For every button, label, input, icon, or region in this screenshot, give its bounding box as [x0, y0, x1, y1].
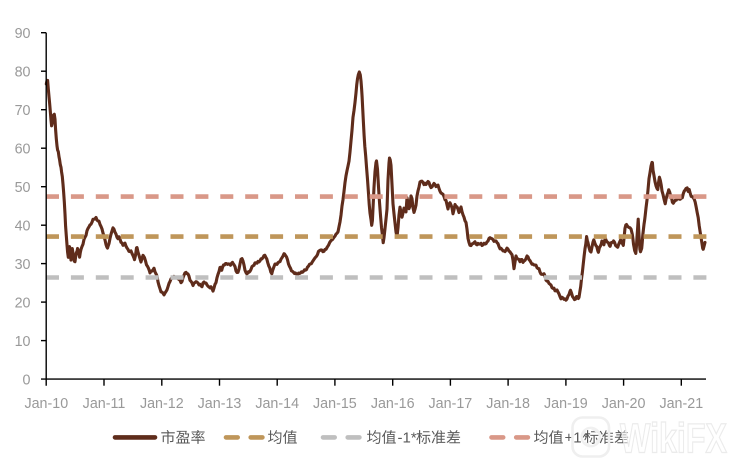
svg-text:WikiFX: WikiFX [620, 415, 727, 462]
svg-text:Jan-13: Jan-13 [198, 396, 242, 412]
svg-text:60: 60 [15, 141, 31, 157]
svg-text:Jan-21: Jan-21 [659, 396, 703, 412]
svg-text:Jan-20: Jan-20 [602, 396, 646, 412]
svg-text:0: 0 [23, 372, 31, 388]
svg-text:50: 50 [15, 180, 31, 196]
svg-text:90: 90 [15, 26, 31, 42]
svg-text:Jan-14: Jan-14 [255, 396, 299, 412]
svg-text:Jan-17: Jan-17 [429, 396, 473, 412]
svg-text:70: 70 [15, 103, 31, 119]
svg-text:10: 10 [15, 334, 31, 350]
svg-text:80: 80 [15, 64, 31, 80]
svg-text:30: 30 [15, 257, 31, 273]
svg-text:20: 20 [15, 295, 31, 311]
svg-text:Jan-16: Jan-16 [371, 396, 415, 412]
svg-text:Jan-11: Jan-11 [83, 396, 126, 412]
svg-text:Jan-12: Jan-12 [140, 396, 184, 412]
svg-text:-1*: -1* [398, 430, 417, 447]
svg-text:Jan-10: Jan-10 [24, 396, 68, 412]
svg-text:Jan-19: Jan-19 [544, 396, 588, 412]
svg-text:Jan-15: Jan-15 [313, 396, 357, 412]
svg-text:Jan-18: Jan-18 [486, 396, 530, 412]
svg-text:40: 40 [15, 218, 31, 234]
